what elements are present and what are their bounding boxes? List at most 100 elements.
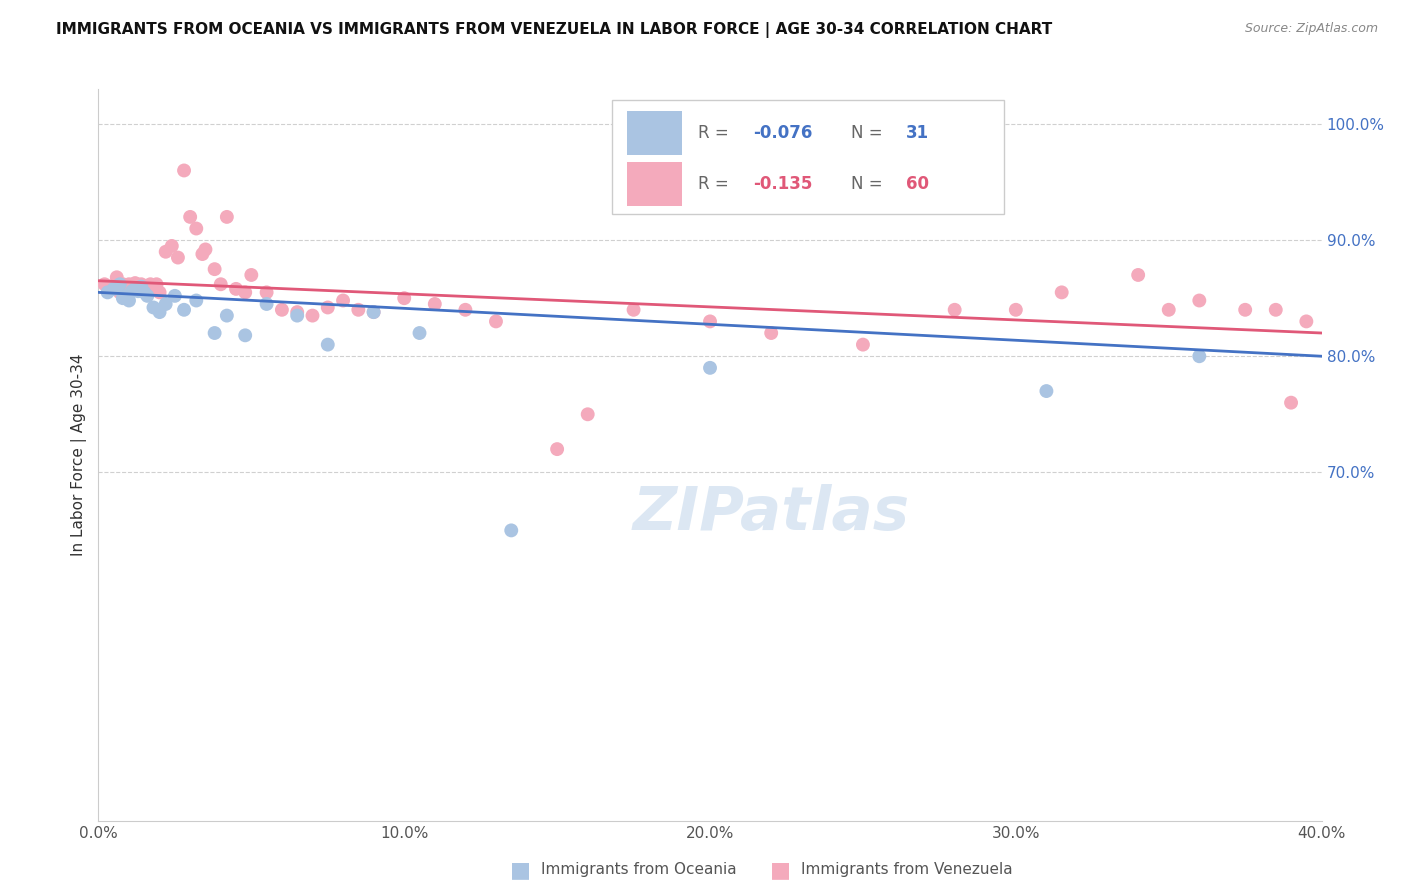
Point xyxy=(1188,349,1211,363)
Text: Source: ZipAtlas.com: Source: ZipAtlas.com xyxy=(1244,22,1378,36)
Point xyxy=(1004,302,1026,317)
Point xyxy=(186,221,208,235)
Point xyxy=(121,284,143,298)
Point xyxy=(173,302,195,317)
Point xyxy=(215,309,238,323)
Text: -0.135: -0.135 xyxy=(752,176,813,194)
Point xyxy=(423,297,446,311)
Point xyxy=(852,337,875,351)
Point xyxy=(363,305,385,319)
Point xyxy=(256,285,278,300)
Point xyxy=(623,302,645,317)
Point xyxy=(163,289,186,303)
Text: N =: N = xyxy=(851,176,887,194)
Point xyxy=(134,285,156,300)
FancyBboxPatch shape xyxy=(612,100,1004,213)
Point xyxy=(301,309,323,323)
Point xyxy=(1050,285,1073,300)
Point xyxy=(392,291,416,305)
Point xyxy=(129,277,152,292)
Point xyxy=(155,297,177,311)
Point xyxy=(485,314,508,328)
Point xyxy=(454,302,477,317)
Point xyxy=(699,314,721,328)
Point xyxy=(142,301,165,315)
Point xyxy=(100,279,122,293)
Point xyxy=(204,326,226,340)
Point xyxy=(111,291,134,305)
Point xyxy=(105,270,128,285)
Point xyxy=(129,279,152,293)
Point xyxy=(97,285,120,300)
Point xyxy=(1035,384,1057,398)
Point xyxy=(316,301,339,315)
Text: N =: N = xyxy=(851,124,887,142)
Point xyxy=(194,243,217,257)
Text: -0.076: -0.076 xyxy=(752,124,813,142)
Point xyxy=(149,285,172,300)
Point xyxy=(191,247,214,261)
Point xyxy=(93,277,115,292)
Point xyxy=(233,328,256,343)
Point xyxy=(1188,293,1211,308)
Point xyxy=(108,277,131,292)
Point xyxy=(408,326,430,340)
Y-axis label: In Labor Force | Age 30-34: In Labor Force | Age 30-34 xyxy=(72,353,87,557)
Point xyxy=(209,277,232,292)
Point xyxy=(127,284,149,298)
Point xyxy=(233,285,256,300)
Point xyxy=(115,289,138,303)
Text: R =: R = xyxy=(697,176,734,194)
Text: Immigrants from Venezuela: Immigrants from Venezuela xyxy=(801,863,1014,877)
Point xyxy=(240,268,263,282)
Text: ZIPatlas: ZIPatlas xyxy=(633,484,910,543)
Point xyxy=(1157,302,1180,317)
Point xyxy=(179,210,201,224)
Text: ■: ■ xyxy=(510,860,530,880)
Bar xyxy=(627,162,682,206)
Text: ■: ■ xyxy=(770,860,790,880)
Point xyxy=(136,284,159,298)
Point xyxy=(118,293,141,308)
Point xyxy=(115,279,138,293)
Point xyxy=(186,293,208,308)
Point xyxy=(127,282,149,296)
Bar xyxy=(627,112,682,155)
Point xyxy=(121,282,143,296)
Point xyxy=(155,244,177,259)
Point xyxy=(285,305,308,319)
Text: 60: 60 xyxy=(905,176,929,194)
Point xyxy=(204,262,226,277)
Point xyxy=(173,163,195,178)
Text: R =: R = xyxy=(697,124,734,142)
Point xyxy=(332,293,354,308)
Point xyxy=(103,282,125,296)
Point xyxy=(546,442,568,456)
Point xyxy=(145,277,167,292)
Point xyxy=(1295,314,1317,328)
Point xyxy=(759,326,782,340)
Point xyxy=(139,277,162,292)
Point xyxy=(1128,268,1150,282)
Point xyxy=(118,277,141,292)
Point xyxy=(108,285,131,300)
Point xyxy=(225,282,247,296)
Point xyxy=(943,302,966,317)
Point xyxy=(105,279,128,293)
Point xyxy=(167,251,190,265)
Point xyxy=(699,360,721,375)
Point xyxy=(285,309,308,323)
Point xyxy=(111,277,134,292)
Point xyxy=(316,337,339,351)
Point xyxy=(124,282,146,296)
Point xyxy=(256,297,278,311)
Point xyxy=(1234,302,1257,317)
Point xyxy=(270,302,292,317)
Point xyxy=(1279,395,1302,409)
Point xyxy=(149,305,172,319)
Point xyxy=(142,282,165,296)
Text: Immigrants from Oceania: Immigrants from Oceania xyxy=(541,863,737,877)
Point xyxy=(124,276,146,290)
Point xyxy=(136,289,159,303)
Point xyxy=(160,239,183,253)
